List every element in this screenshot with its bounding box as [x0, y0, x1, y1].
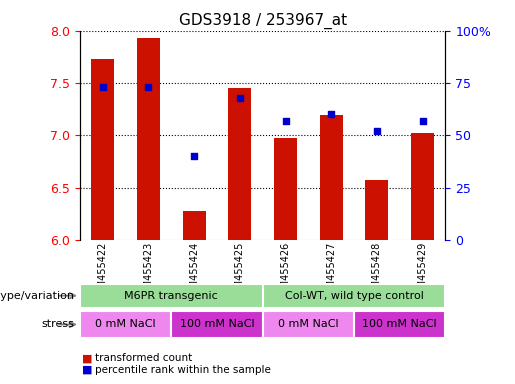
Title: GDS3918 / 253967_at: GDS3918 / 253967_at: [179, 13, 347, 29]
Point: [419, 118, 427, 124]
Bar: [171, 311, 263, 338]
Point: [98, 84, 107, 90]
Text: ■: ■: [82, 353, 93, 363]
Text: ■: ■: [82, 365, 93, 375]
Bar: [366, 180, 388, 240]
Point: [373, 128, 381, 134]
Bar: [320, 116, 342, 240]
Bar: [228, 88, 251, 240]
Bar: [263, 283, 445, 308]
Text: percentile rank within the sample: percentile rank within the sample: [95, 365, 271, 375]
Text: Col-WT, wild type control: Col-WT, wild type control: [285, 291, 423, 301]
Bar: [183, 211, 205, 240]
Text: GSM455424: GSM455424: [189, 242, 199, 301]
Text: 0 mM NaCl: 0 mM NaCl: [95, 319, 156, 329]
Text: GSM455426: GSM455426: [281, 242, 290, 301]
Text: genotype/variation: genotype/variation: [0, 291, 75, 301]
Text: GSM455429: GSM455429: [418, 242, 427, 301]
Bar: [80, 311, 171, 338]
Text: GSM455423: GSM455423: [143, 242, 153, 301]
Text: GSM455428: GSM455428: [372, 242, 382, 301]
Text: stress: stress: [42, 319, 75, 329]
Text: GSM455422: GSM455422: [98, 242, 108, 301]
Text: 0 mM NaCl: 0 mM NaCl: [278, 319, 339, 329]
Bar: [263, 311, 354, 338]
Text: GSM455425: GSM455425: [235, 242, 245, 301]
Text: 100 mM NaCl: 100 mM NaCl: [180, 319, 254, 329]
Text: GSM455427: GSM455427: [326, 242, 336, 301]
Bar: [91, 59, 114, 240]
Bar: [137, 38, 160, 240]
Bar: [354, 311, 445, 338]
Bar: [80, 283, 263, 308]
Bar: [274, 139, 297, 240]
Text: 100 mM NaCl: 100 mM NaCl: [363, 319, 437, 329]
Point: [281, 118, 289, 124]
Text: transformed count: transformed count: [95, 353, 193, 363]
Point: [190, 153, 198, 159]
Text: M6PR transgenic: M6PR transgenic: [124, 291, 218, 301]
Bar: [411, 133, 434, 240]
Point: [236, 94, 244, 101]
Point: [327, 111, 335, 118]
Point: [144, 84, 152, 90]
